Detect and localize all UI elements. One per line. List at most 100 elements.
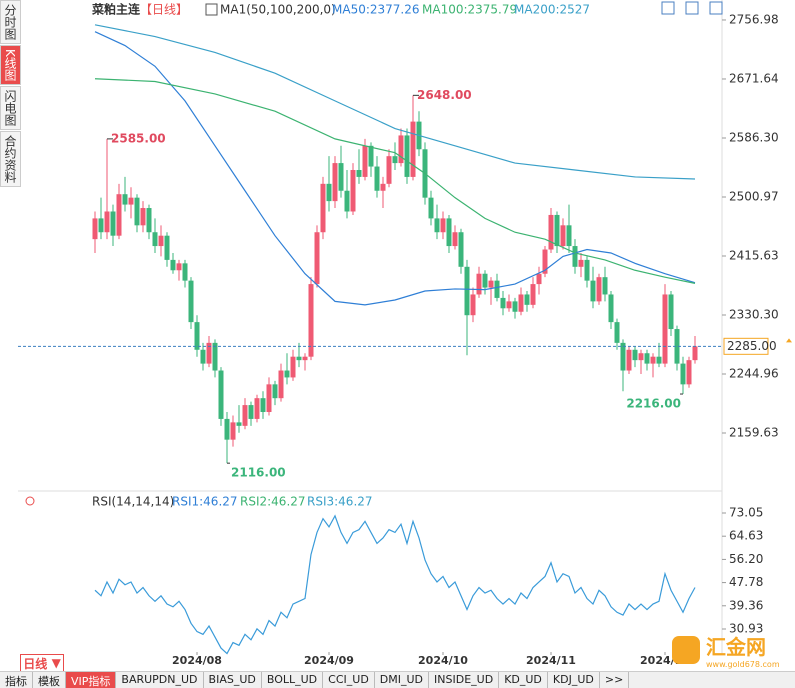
- candle-body: [278, 370, 284, 399]
- side-tab[interactable]: 分时图: [0, 0, 21, 44]
- candle-body: [200, 349, 206, 364]
- y-tick-label: 39.36: [729, 598, 763, 612]
- annotation: 2585.00: [111, 131, 166, 145]
- tool-button[interactable]: [661, 1, 675, 15]
- candle-body: [92, 218, 98, 240]
- tool-button[interactable]: [685, 1, 699, 15]
- side-tab[interactable]: 合约资料: [0, 130, 21, 187]
- candle-body: [266, 384, 272, 413]
- legend-entry: RSI3:46.27: [307, 495, 373, 509]
- candle-body: [356, 170, 362, 177]
- candle-body: [560, 225, 566, 247]
- candle-body: [224, 418, 230, 440]
- tab[interactable]: 模板: [33, 672, 66, 688]
- candle-body: [530, 284, 536, 305]
- side-tab[interactable]: 闪电图: [0, 85, 21, 130]
- candle-body: [614, 322, 620, 343]
- candle-body: [110, 211, 116, 236]
- candle-body: [584, 259, 590, 281]
- y-tick-label: 2586.30: [729, 130, 779, 144]
- candle-body: [392, 156, 398, 164]
- candle-body: [542, 249, 548, 274]
- candle-body: [632, 349, 638, 361]
- candle-body: [332, 163, 338, 202]
- y-tick-label: 30.93: [729, 622, 763, 636]
- candle-body: [572, 246, 578, 267]
- annotation: 2648.00: [417, 88, 472, 102]
- tab[interactable]: >>: [600, 672, 630, 688]
- candle-body: [98, 218, 104, 233]
- indicator-label: MA1(50,100,200,0): [220, 3, 336, 17]
- indicator-icon[interactable]: [205, 3, 218, 16]
- annotation: 2216.00: [626, 397, 681, 411]
- candle-body: [188, 280, 194, 323]
- settings-icon[interactable]: [25, 496, 35, 506]
- last-price-box: [723, 337, 769, 355]
- candle-body: [488, 280, 494, 288]
- candle-body: [272, 384, 278, 399]
- candle-body: [242, 405, 248, 426]
- candle-body: [566, 225, 572, 247]
- y-tick-label: 2159.63: [729, 426, 779, 440]
- candle-body: [596, 277, 602, 302]
- candle-body: [320, 183, 326, 233]
- tab[interactable]: DMI_UD: [375, 672, 430, 688]
- tab[interactable]: BOLL_UD: [262, 672, 324, 688]
- y-tick-label: 47.78: [729, 575, 763, 589]
- candle-body: [104, 211, 110, 233]
- candle-body: [578, 259, 584, 267]
- candle-body: [290, 356, 296, 378]
- x-tick-label: 2024/10: [418, 654, 468, 667]
- y-tick-label: 64.63: [729, 529, 763, 543]
- candle-body: [500, 297, 506, 309]
- candle-body: [302, 356, 308, 361]
- tab[interactable]: KD_UD: [499, 672, 548, 688]
- tab[interactable]: BARUPDN_UD: [116, 672, 204, 688]
- ma-line: [94, 31, 696, 306]
- candle-body: [206, 342, 212, 364]
- tab[interactable]: 指标: [0, 672, 33, 688]
- candle-body: [374, 166, 380, 191]
- last-price-arrow: [786, 338, 792, 343]
- ma-line: [94, 24, 696, 180]
- candle-body: [344, 190, 350, 212]
- candle-body: [260, 398, 266, 413]
- tab[interactable]: KDJ_UD: [548, 672, 600, 688]
- watermark: 汇金网 www.gold678.com: [672, 630, 792, 670]
- candle-body: [146, 208, 152, 233]
- x-tick-label: 2024/08: [172, 654, 222, 667]
- period-select[interactable]: 日线 ▼: [20, 654, 64, 672]
- tab[interactable]: INSIDE_UD: [429, 672, 500, 688]
- candle-body: [548, 214, 554, 250]
- candle-body: [602, 277, 608, 295]
- candle-body: [476, 273, 482, 295]
- candle-body: [410, 121, 416, 177]
- candle-body: [152, 232, 158, 247]
- side-tab[interactable]: K线图: [0, 45, 21, 85]
- candle-body: [380, 183, 386, 191]
- candle-body: [134, 197, 140, 226]
- legend-entry: MA200:2527: [514, 3, 590, 17]
- candle-body: [536, 273, 542, 285]
- candle-body: [668, 294, 674, 330]
- dropdown-arrow: ▼: [51, 656, 61, 670]
- legend-entry: RSI2:46.27: [240, 495, 306, 509]
- tab[interactable]: BIAS_UD: [204, 672, 262, 688]
- legend-entry: MA50:2377.26: [332, 3, 420, 17]
- period-label[interactable]: 【日线】: [140, 3, 188, 17]
- sidebar: 分时图 K线图 闪电图 合约资料: [0, 0, 21, 188]
- candle-body: [116, 194, 122, 236]
- candle-body: [692, 346, 698, 361]
- candle-body: [230, 422, 236, 440]
- candle-body: [308, 284, 314, 357]
- tab[interactable]: VIP指标: [66, 672, 117, 688]
- tool-button[interactable]: [709, 1, 723, 15]
- legend-entry: RSI1:46.27: [172, 495, 238, 509]
- candle-body: [326, 183, 332, 202]
- candle-body: [662, 294, 668, 364]
- tab[interactable]: CCI_UD: [323, 672, 375, 688]
- candle-body: [236, 422, 242, 426]
- annotation: 2116.00: [231, 466, 286, 480]
